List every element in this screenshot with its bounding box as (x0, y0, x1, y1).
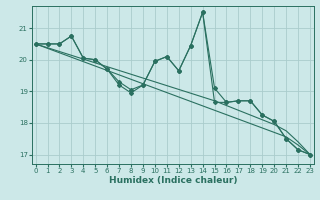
X-axis label: Humidex (Indice chaleur): Humidex (Indice chaleur) (108, 176, 237, 185)
